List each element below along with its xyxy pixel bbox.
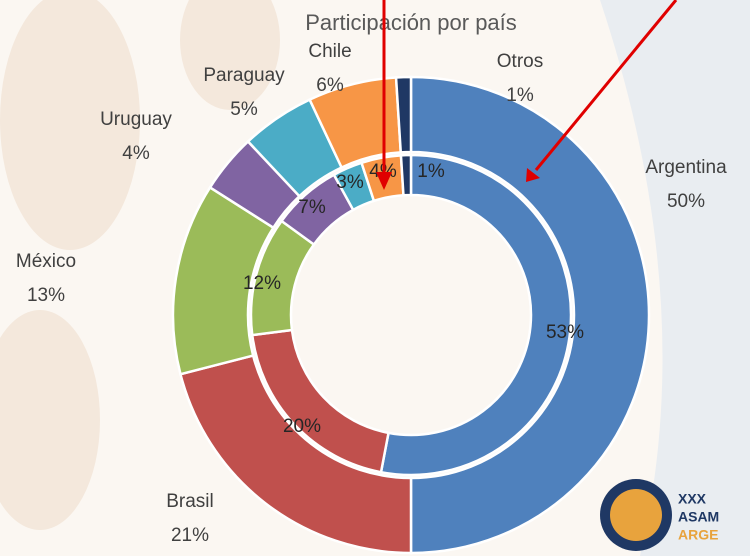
value-label: 21% bbox=[171, 525, 209, 546]
value-label: 1% bbox=[417, 161, 445, 182]
slice bbox=[401, 155, 411, 195]
value-label: 50% bbox=[667, 191, 705, 212]
logo-text: ARGE bbox=[678, 527, 718, 543]
chart-title: Participación por país bbox=[305, 10, 517, 35]
value-label: 3% bbox=[336, 172, 364, 193]
category-label: México bbox=[16, 251, 76, 272]
page: {"chart_data": {"type": "doughnut", "tit… bbox=[0, 0, 750, 556]
category-label: Otros bbox=[497, 51, 543, 72]
logo: XXX ASAM ARGE bbox=[600, 479, 719, 551]
category-label: Paraguay bbox=[203, 65, 285, 86]
logo-text: ASAM bbox=[678, 509, 719, 525]
logo-text: XXX bbox=[678, 491, 707, 507]
value-label: 12% bbox=[243, 273, 281, 294]
category-label: Uruguay bbox=[100, 109, 172, 130]
value-label: 13% bbox=[27, 285, 65, 306]
value-label: 20% bbox=[283, 416, 321, 437]
value-label: 5% bbox=[230, 99, 258, 120]
chart: Participación por país Argentina 50% 53% Br… bbox=[0, 0, 750, 556]
category-label: Chile bbox=[308, 41, 351, 62]
value-label: 6% bbox=[316, 75, 344, 96]
category-label: Argentina bbox=[645, 157, 727, 178]
value-label: 7% bbox=[298, 197, 326, 218]
value-label: 53% bbox=[546, 322, 584, 343]
value-label: 1% bbox=[506, 85, 534, 106]
value-label: 4% bbox=[122, 143, 150, 164]
logo-center bbox=[610, 489, 662, 541]
category-label: Brasil bbox=[166, 491, 214, 512]
